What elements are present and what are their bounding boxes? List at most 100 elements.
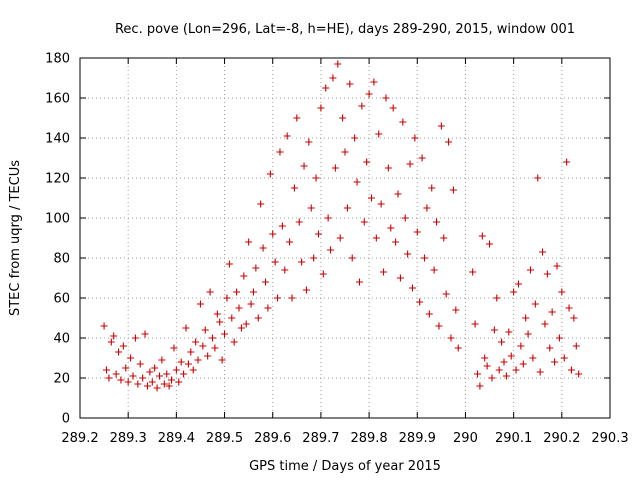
data-point-marker bbox=[221, 330, 229, 338]
data-point-marker bbox=[406, 160, 414, 168]
data-point-marker bbox=[160, 380, 168, 388]
data-point-marker bbox=[421, 254, 428, 262]
x-tick-label: 290.1 bbox=[495, 431, 532, 446]
data-point-marker bbox=[387, 224, 395, 232]
data-point-marker bbox=[110, 332, 118, 340]
data-point-marker bbox=[360, 218, 368, 226]
data-point-marker bbox=[233, 288, 241, 296]
data-point-marker bbox=[131, 334, 139, 342]
data-point-marker bbox=[375, 130, 383, 138]
data-point-marker bbox=[471, 320, 479, 328]
data-point-marker bbox=[372, 234, 380, 242]
data-point-marker bbox=[514, 280, 522, 288]
data-point-marker bbox=[209, 334, 216, 342]
data-point-marker bbox=[486, 240, 494, 248]
x-tick-label: 289.5 bbox=[206, 431, 243, 446]
data-point-marker bbox=[548, 308, 556, 316]
data-point-marker bbox=[336, 234, 344, 242]
data-point-marker bbox=[254, 314, 262, 322]
data-point-marker bbox=[418, 154, 426, 162]
data-point-marker bbox=[572, 342, 580, 350]
data-point-marker bbox=[380, 268, 388, 276]
data-point-marker bbox=[242, 320, 250, 328]
data-point-marker bbox=[377, 200, 385, 208]
data-point-marker bbox=[454, 344, 462, 352]
data-point-marker bbox=[235, 304, 243, 312]
grid-lines bbox=[80, 58, 610, 418]
data-point-marker bbox=[498, 338, 506, 346]
data-point-marker bbox=[539, 248, 547, 256]
data-point-marker bbox=[551, 358, 559, 366]
data-point-marker bbox=[163, 370, 171, 378]
data-point-marker bbox=[196, 300, 204, 308]
data-point-marker bbox=[507, 352, 515, 360]
data-point-marker bbox=[211, 344, 219, 352]
data-point-marker bbox=[413, 228, 421, 236]
data-point-marker bbox=[490, 326, 498, 334]
data-point-marker bbox=[153, 384, 161, 392]
data-point-marker bbox=[172, 366, 180, 374]
data-point-marker bbox=[223, 294, 231, 302]
data-point-marker bbox=[575, 370, 583, 378]
data-point-marker bbox=[201, 326, 209, 334]
data-point-marker bbox=[271, 258, 279, 266]
data-point-marker bbox=[334, 60, 342, 68]
data-point-marker bbox=[331, 164, 339, 172]
data-point-marker bbox=[283, 132, 291, 140]
data-point-marker bbox=[240, 272, 248, 280]
data-point-marker bbox=[404, 250, 412, 258]
data-point-marker bbox=[449, 186, 457, 194]
data-point-marker bbox=[103, 366, 110, 374]
data-point-marker bbox=[112, 370, 120, 378]
data-point-marker bbox=[469, 268, 477, 276]
x-tick-label: 290.3 bbox=[591, 431, 628, 446]
data-point-marker bbox=[433, 218, 441, 226]
data-point-marker bbox=[519, 360, 527, 368]
data-point-marker bbox=[565, 304, 573, 312]
data-point-marker bbox=[252, 264, 260, 272]
data-point-marker bbox=[293, 114, 301, 122]
data-point-marker bbox=[440, 234, 448, 242]
data-point-marker bbox=[307, 204, 315, 212]
data-point-marker bbox=[276, 148, 284, 156]
data-point-marker bbox=[476, 382, 484, 390]
x-tick-label: 289.9 bbox=[399, 431, 436, 446]
data-point-marker bbox=[358, 102, 366, 110]
data-point-marker bbox=[488, 374, 496, 382]
data-point-marker bbox=[228, 314, 236, 322]
data-point-marker bbox=[416, 298, 424, 306]
data-point-marker bbox=[182, 324, 190, 332]
data-point-marker bbox=[237, 324, 245, 332]
data-point-marker bbox=[319, 270, 327, 278]
plot-frame bbox=[79, 57, 611, 419]
data-point-marker bbox=[524, 330, 532, 338]
data-point-marker bbox=[146, 368, 154, 376]
data-point-marker bbox=[324, 214, 332, 222]
data-point-marker bbox=[543, 270, 551, 278]
y-tick-label: 80 bbox=[53, 252, 70, 267]
data-point-marker bbox=[527, 266, 534, 274]
data-point-marker bbox=[105, 374, 113, 382]
data-point-marker bbox=[213, 310, 221, 318]
y-tick-label: 120 bbox=[45, 172, 70, 187]
data-point-marker bbox=[365, 90, 373, 98]
data-point-marker bbox=[129, 372, 137, 380]
data-point-marker bbox=[370, 78, 378, 86]
data-point-marker bbox=[298, 258, 306, 266]
data-point-marker bbox=[281, 266, 289, 274]
data-point-marker bbox=[278, 222, 286, 230]
data-point-marker bbox=[315, 230, 322, 238]
y-axis-label: STEC from uqrg / TECUs bbox=[8, 160, 23, 316]
data-point-marker bbox=[269, 230, 277, 238]
data-point-marker bbox=[119, 342, 127, 350]
data-point-marker bbox=[510, 288, 518, 296]
data-point-marker bbox=[257, 200, 265, 208]
data-point-marker bbox=[553, 262, 561, 270]
data-point-marker bbox=[447, 334, 455, 342]
data-point-marker bbox=[136, 360, 144, 368]
data-point-marker bbox=[351, 134, 359, 142]
data-point-marker bbox=[396, 274, 404, 282]
data-point-marker bbox=[500, 358, 508, 366]
data-points bbox=[100, 60, 583, 392]
